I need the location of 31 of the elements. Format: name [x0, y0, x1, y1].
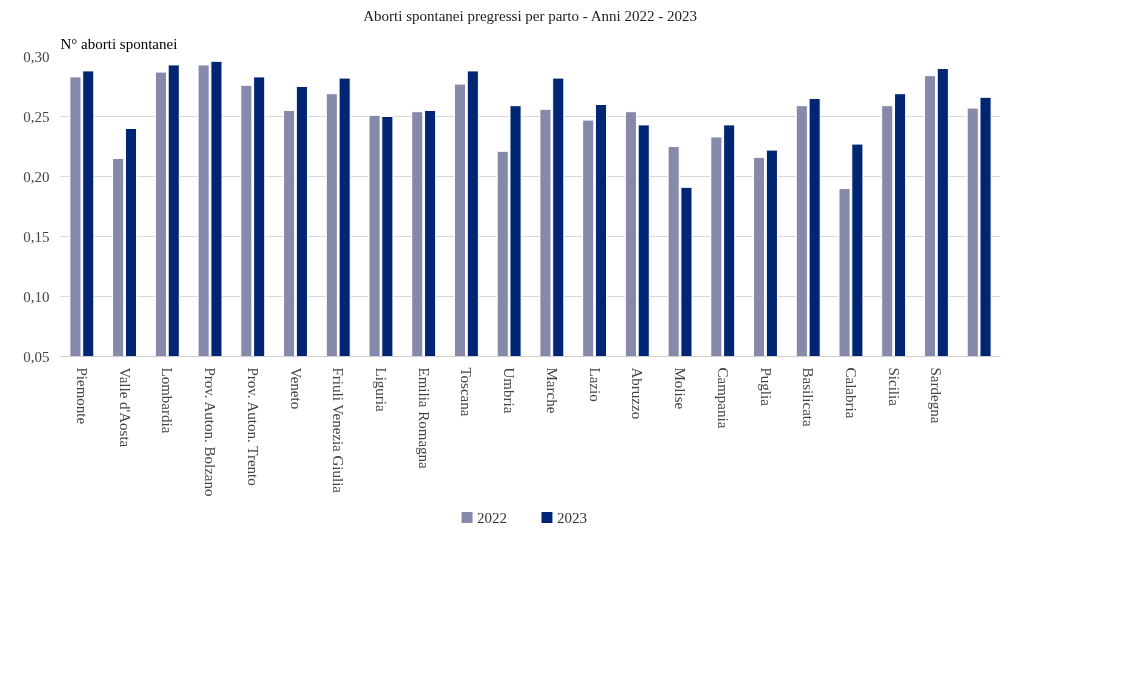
y-tick-label: 0,05 [23, 348, 50, 365]
x-tick-label: Toscana [458, 367, 475, 417]
y-tick-label: 0,10 [23, 288, 50, 305]
x-tick-label: Molise [672, 367, 689, 410]
x-tick-label: Abruzzo [629, 367, 646, 420]
x-tick-label: Emilia Romagna [415, 367, 432, 470]
x-tick-label: Sardegna [928, 367, 945, 424]
x-tick-label: Campania [714, 367, 731, 429]
x-tick-label: Friuli Venezia Giulia [330, 367, 347, 494]
x-tick-label: Prov. Auton. Trento [244, 367, 261, 486]
x-tick-label: Lombardia [159, 367, 176, 434]
x-tick-label: Valle d'Aosta [116, 367, 133, 448]
x-tick-label: Calabria [842, 367, 859, 419]
x-tick-label: Puglia [757, 367, 774, 407]
x-tick-label: Prov. Auton. Bolzano [202, 367, 219, 497]
y-tick-label: 0,15 [23, 228, 50, 245]
x-tick-label: Basilicata [800, 367, 817, 427]
x-tick-label: Veneto [287, 367, 304, 410]
chart-title: Aborti spontanei pregressi per parto - Anni 2022 - 2023 [363, 7, 697, 24]
y-tick-label: 0,25 [23, 108, 50, 125]
x-tick-label: Sicilia [885, 367, 902, 407]
x-tick-label: Liguria [372, 367, 389, 412]
x-tick-label: Lazio [586, 367, 603, 402]
y-tick-label: 0,30 [23, 48, 50, 65]
y-axis-title: N° aborti spontanei [60, 35, 178, 52]
x-tick-label: Marche [543, 367, 560, 414]
x-tick-label: Umbria [501, 367, 518, 414]
y-tick-label: 0,20 [23, 168, 50, 185]
legend-label: 2022 [477, 509, 508, 526]
x-tick-label: Piemonte [73, 367, 90, 425]
legend-label: 2023 [556, 509, 587, 526]
